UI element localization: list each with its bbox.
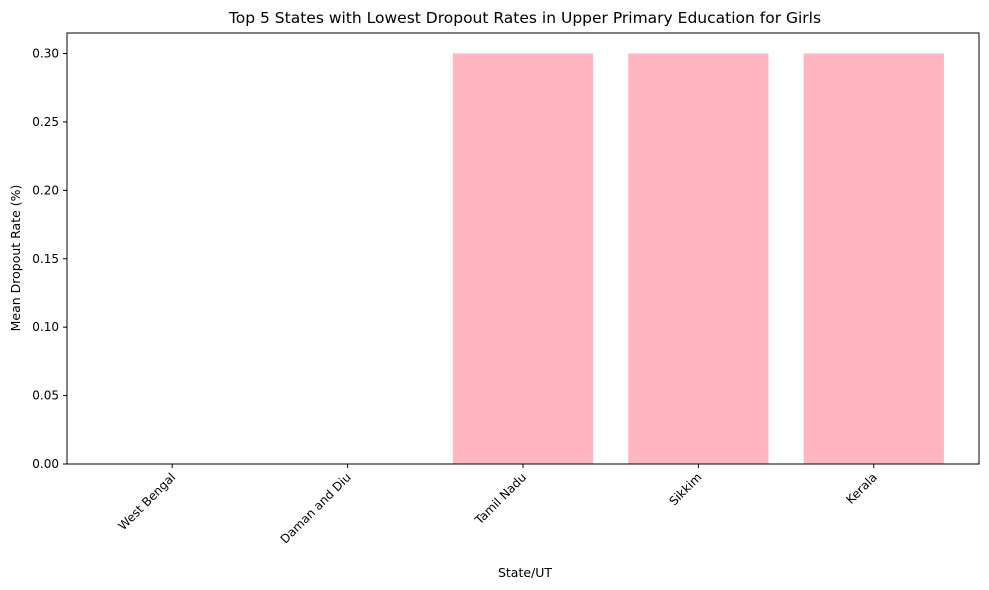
y-tick-label: 0.30 (32, 47, 59, 61)
plot-area (452, 53, 944, 465)
y-tick-label: 0.20 (32, 183, 59, 197)
plot-frame (66, 32, 980, 465)
x-tick-label: Daman and Diu (278, 470, 354, 546)
x-tick-label: Kerala (843, 470, 880, 507)
x-tick-label: Tamil Nadu (472, 470, 530, 528)
x-tick-label: Sikkim (666, 470, 704, 508)
y-axis: 0.00 0.05 0.10 0.15 0.20 0.25 0.30 (32, 47, 67, 471)
bar-kerala (803, 53, 944, 465)
bar-tamil-nadu (452, 53, 594, 465)
y-tick-label: 0.05 (32, 389, 59, 403)
x-axis: West Bengal Daman and Diu Tamil Nadu Sikkim… (116, 464, 880, 546)
y-tick-label: 0.00 (32, 457, 59, 471)
y-tick-label: 0.25 (32, 115, 59, 129)
bar-sikkim (628, 53, 769, 465)
x-axis-label: State/UT (498, 565, 552, 580)
x-tick-label: West Bengal (116, 470, 179, 533)
y-tick-label: 0.15 (32, 252, 59, 266)
y-tick-label: 0.10 (32, 320, 59, 334)
y-axis-label: Mean Dropout Rate (%) (8, 185, 23, 332)
chart-title: Top 5 States with Lowest Dropout Rates i… (228, 9, 821, 27)
